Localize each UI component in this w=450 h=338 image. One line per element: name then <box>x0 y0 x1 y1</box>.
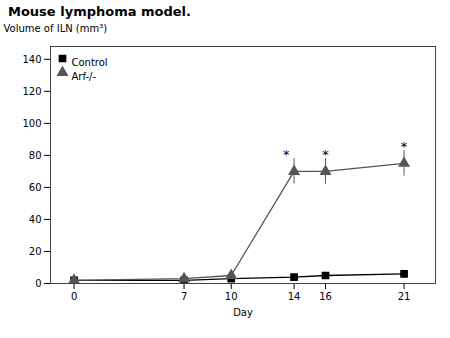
svg-text:140: 140 <box>22 54 41 65</box>
svg-text:20: 20 <box>29 246 42 257</box>
svg-text:0: 0 <box>35 278 41 289</box>
svg-text:Day: Day <box>233 307 253 318</box>
svg-text:Arf-/-: Arf-/- <box>72 71 97 82</box>
svg-text:14: 14 <box>288 291 301 302</box>
svg-text:Control: Control <box>72 57 108 68</box>
html-text:Mouse lymphoma model.: Mouse lymphoma model. <box>8 4 191 19</box>
svg-text:120: 120 <box>22 86 41 97</box>
svg-text:0: 0 <box>71 291 77 302</box>
svg-text:7: 7 <box>181 291 187 302</box>
svg-text:40: 40 <box>29 214 42 225</box>
svg-text:10: 10 <box>225 291 238 302</box>
svg-text:80: 80 <box>29 150 42 161</box>
svg-text:100: 100 <box>22 118 41 129</box>
svg-text:*: * <box>322 147 329 162</box>
svg-text:*: * <box>283 147 290 162</box>
svg-text:Volume of ILN (mm³): Volume of ILN (mm³) <box>4 23 108 34</box>
svg-text:21: 21 <box>398 291 411 302</box>
svg-text:60: 60 <box>29 182 42 193</box>
svg-text:*: * <box>401 139 408 154</box>
svg-text:16: 16 <box>319 291 332 302</box>
